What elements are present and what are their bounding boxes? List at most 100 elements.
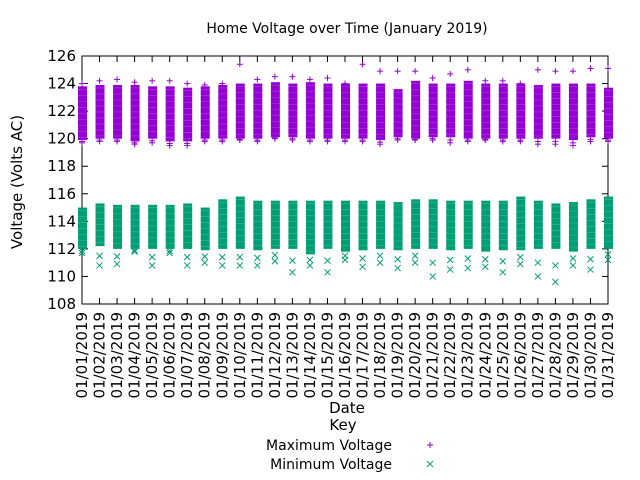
reading-band <box>376 83 386 141</box>
outlier-point <box>534 66 541 73</box>
outlier-point <box>236 61 243 68</box>
outlier-point <box>394 264 401 272</box>
x-tick-label: 01/11/2019 <box>248 312 266 398</box>
reading-band <box>393 202 403 251</box>
outlier-point <box>429 273 437 280</box>
outlier-point <box>184 140 191 147</box>
reading-band <box>130 84 140 142</box>
outlier-point <box>604 251 612 258</box>
outlier-point <box>271 251 279 259</box>
outlier-point <box>96 137 103 144</box>
reading-band <box>183 87 193 142</box>
reading-band <box>218 84 228 139</box>
x-tick-label: 01/10/2019 <box>231 312 249 398</box>
outlier-point <box>516 253 524 261</box>
outlier-point <box>587 136 594 143</box>
reading-band <box>200 86 210 139</box>
x-tick-label: 01/05/2019 <box>143 312 161 398</box>
reading-band <box>148 204 158 249</box>
outlier-point <box>218 253 226 261</box>
outlier-point <box>114 137 121 144</box>
y-tick-label: 116 <box>47 185 76 203</box>
y-tick-label: 112 <box>47 240 76 258</box>
reading-band <box>165 204 175 249</box>
outlier-point <box>201 137 208 144</box>
x-tick-label: 01/26/2019 <box>511 312 529 398</box>
reading-band <box>586 199 596 249</box>
outlier-point <box>605 65 611 72</box>
legend-label: Maximum Voltage <box>266 438 392 454</box>
outlier-point <box>342 137 348 144</box>
legend-title: Key <box>329 416 356 434</box>
reading-band <box>218 199 228 249</box>
outlier-point <box>166 249 174 257</box>
outlier-point <box>306 262 314 269</box>
reading-band <box>533 84 543 139</box>
outlier-point <box>446 266 454 273</box>
reading-band <box>288 200 298 249</box>
reading-band <box>78 86 87 141</box>
x-tick-label: 01/15/2019 <box>318 312 336 398</box>
outlier-point <box>411 252 419 260</box>
outlier-point <box>236 136 243 143</box>
series-maximum-voltage <box>78 61 613 149</box>
reading-band <box>463 200 473 249</box>
outlier-point <box>324 268 331 276</box>
outlier-point <box>79 138 85 145</box>
x-tick-label: 01/16/2019 <box>336 312 354 398</box>
x-tick-label: 01/21/2019 <box>424 312 442 398</box>
reading-band <box>411 199 421 249</box>
reading-band <box>305 200 315 255</box>
reading-band <box>516 196 526 251</box>
legend-marker <box>426 460 434 468</box>
reading-band <box>253 200 263 251</box>
outlier-point <box>131 246 138 254</box>
x-tick-label: 01/12/2019 <box>266 312 284 398</box>
outlier-point <box>517 80 524 87</box>
outlier-point <box>96 262 103 269</box>
reading-band <box>288 83 298 138</box>
reading-band <box>200 207 210 251</box>
y-tick-label: 122 <box>47 102 76 120</box>
x-tick-label: 01/08/2019 <box>196 312 214 398</box>
outlier-point <box>271 134 278 141</box>
outlier-point <box>429 259 437 267</box>
outlier-point <box>253 262 261 269</box>
x-tick-label: 01/07/2019 <box>178 312 196 398</box>
outlier-point <box>481 263 489 271</box>
reading-band <box>323 83 333 139</box>
reading-band <box>270 200 280 249</box>
x-tick-label: 01/18/2019 <box>371 312 389 398</box>
outlier-point <box>306 256 314 264</box>
outlier-point <box>604 256 612 264</box>
outlier-point <box>236 253 244 261</box>
outlier-point <box>517 137 524 144</box>
y-tick-label: 118 <box>47 157 76 175</box>
outlier-point <box>219 80 226 87</box>
reading-band <box>481 83 491 139</box>
outlier-point <box>359 263 366 271</box>
outlier-point <box>376 252 384 260</box>
y-axis-label: Voltage (Volts AC) <box>8 115 26 249</box>
reading-band <box>428 83 438 138</box>
outlier-point <box>342 80 348 87</box>
reading-band <box>411 80 421 139</box>
outlier-point <box>534 138 541 145</box>
reading-band <box>341 83 350 139</box>
y-tick-label: 114 <box>47 212 76 230</box>
x-tick-label: 01/03/2019 <box>108 312 126 398</box>
outlier-point <box>289 73 296 80</box>
outlier-point <box>324 257 331 264</box>
x-tick-label: 01/24/2019 <box>476 312 494 398</box>
outlier-point <box>184 80 191 87</box>
outlier-point <box>447 137 454 144</box>
reading-band <box>341 200 350 252</box>
x-tick-label: 01/09/2019 <box>213 312 231 398</box>
reading-band <box>78 207 87 249</box>
y-tick-label: 120 <box>47 130 76 148</box>
x-tick-label: 01/04/2019 <box>126 312 144 398</box>
outlier-point <box>131 139 138 146</box>
outlier-point <box>552 68 559 75</box>
outlier-point <box>236 262 244 269</box>
